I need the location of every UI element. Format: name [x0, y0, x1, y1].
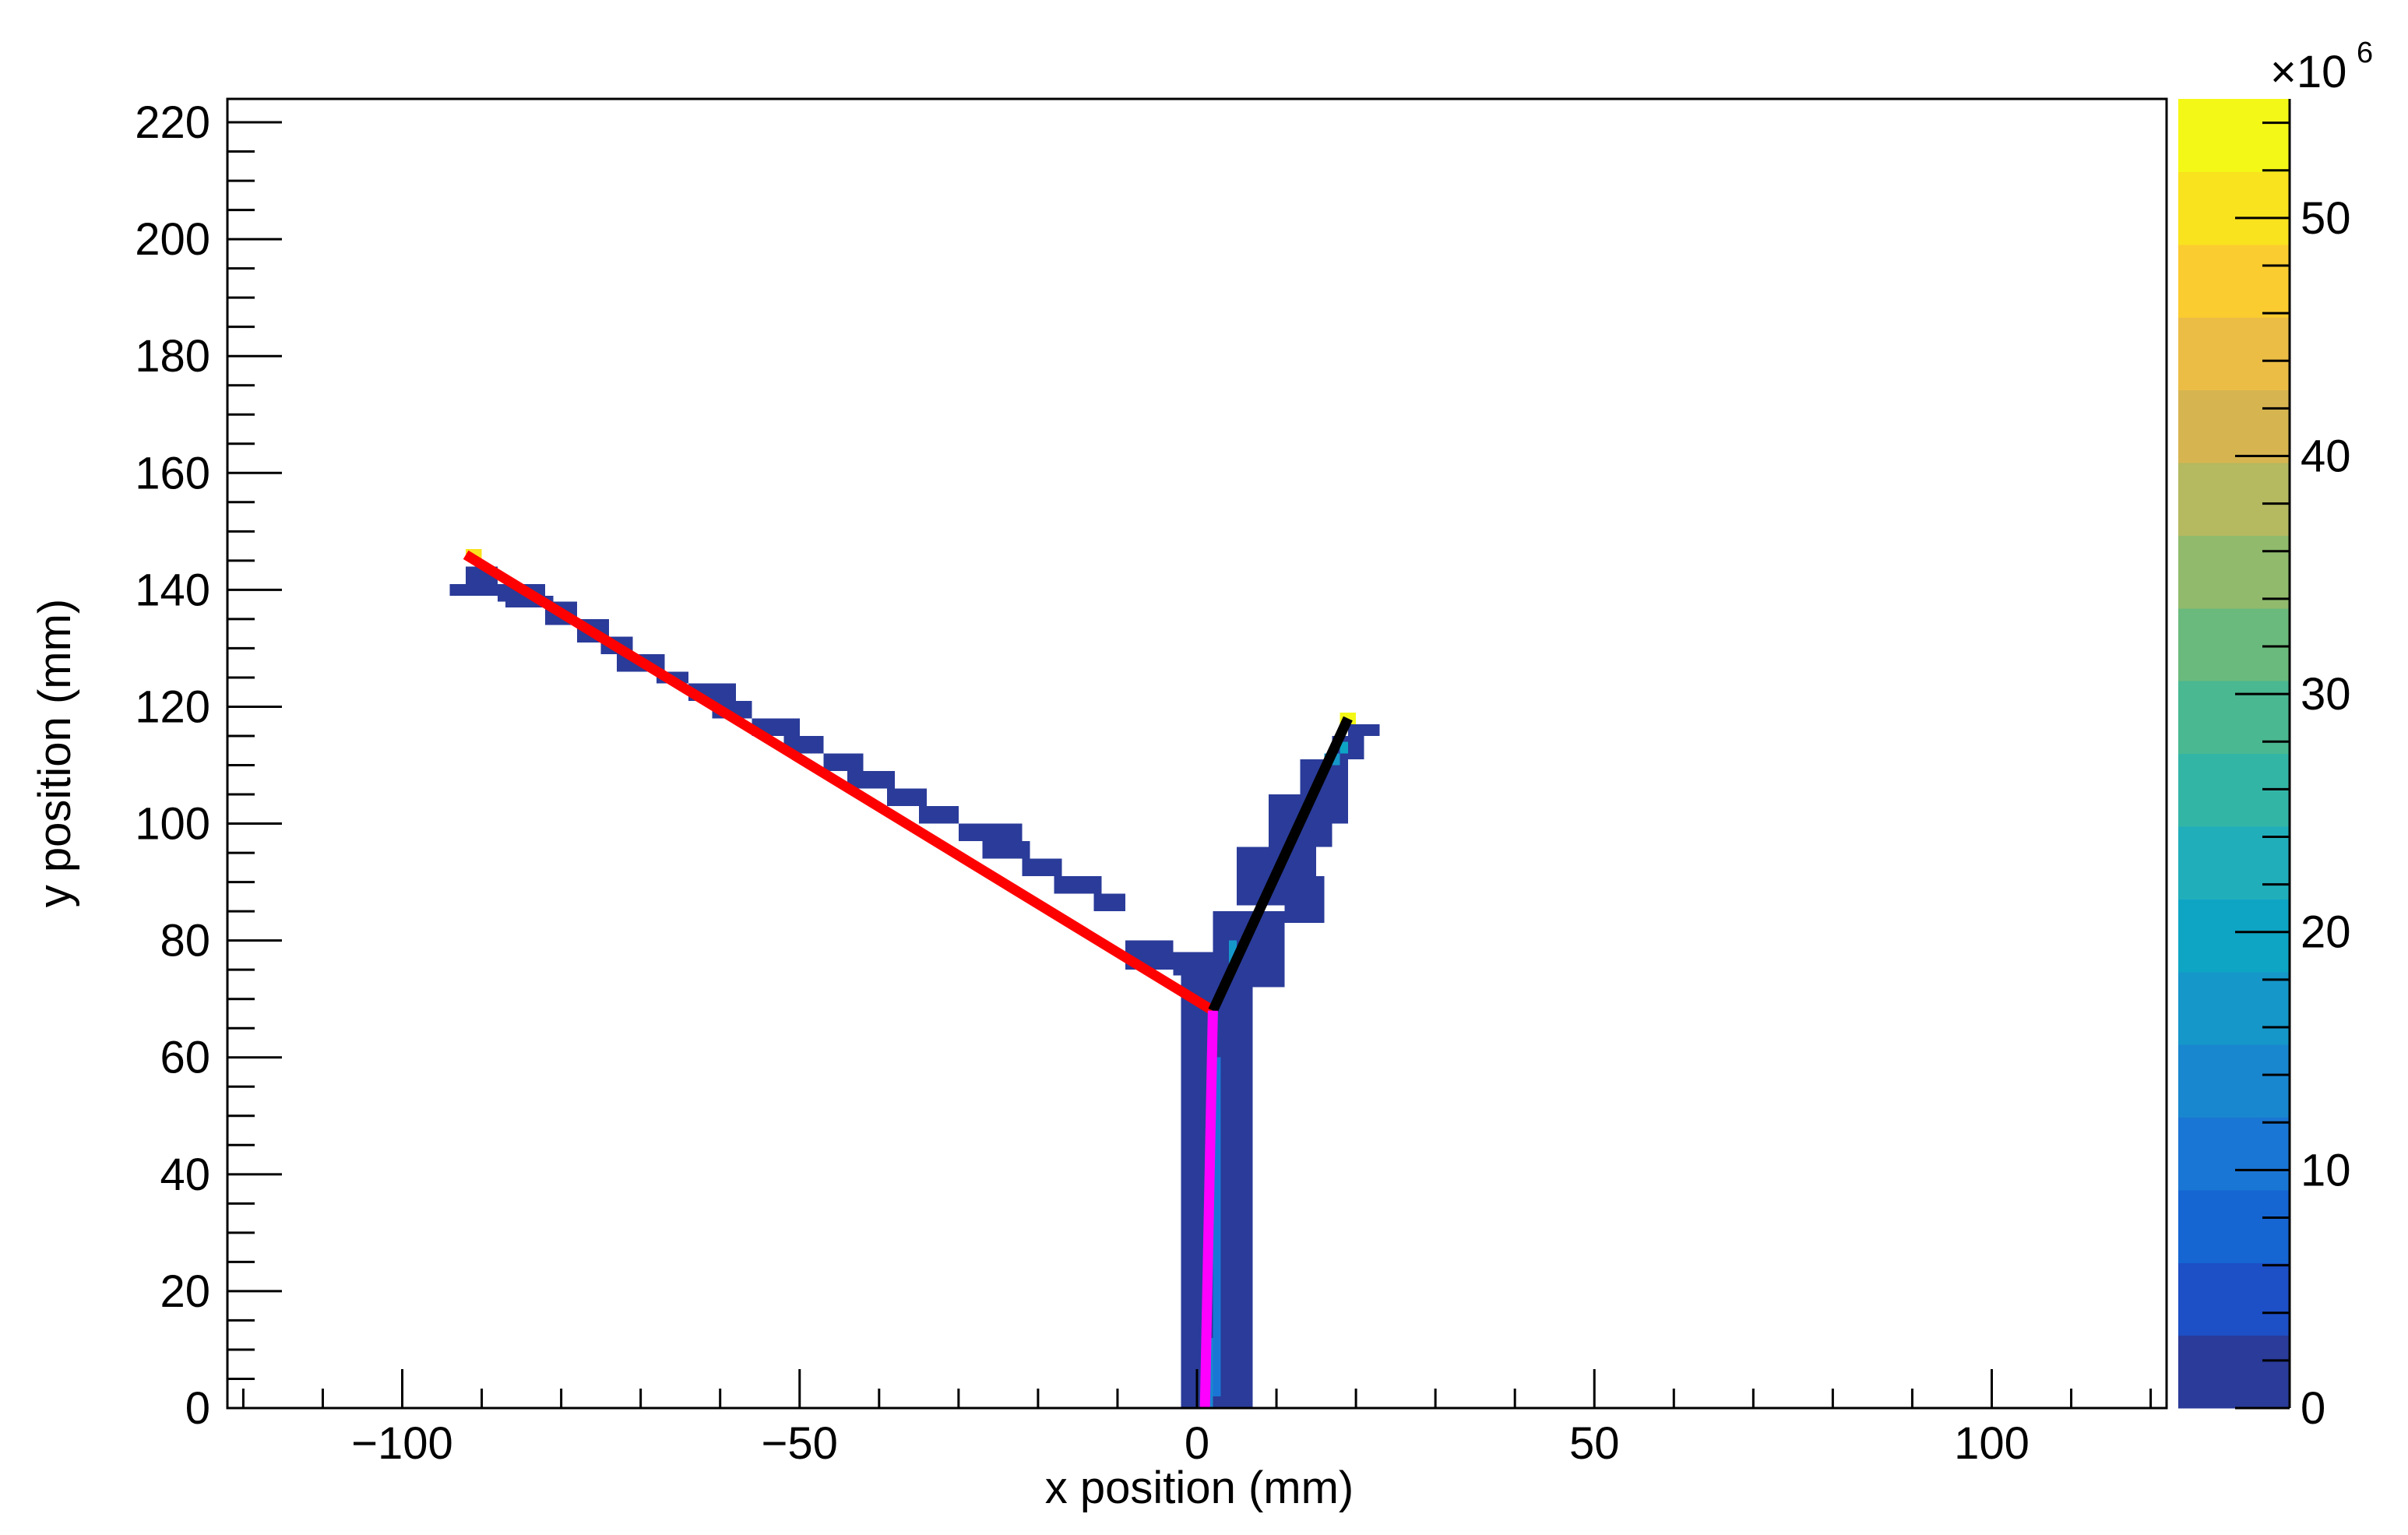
- heatmap-cell: [1284, 876, 1325, 924]
- colorbar-segment: [2178, 1189, 2290, 1263]
- track-line: [1199, 1010, 1218, 1409]
- heatmap-cell: [887, 788, 928, 807]
- heatmap-cell: [847, 771, 896, 789]
- heatmap-cell: [1347, 723, 1380, 736]
- colorbar-segment: [2178, 317, 2290, 391]
- colorbar-tick-label: 30: [2301, 669, 2351, 720]
- heatmap-cell: [982, 841, 1030, 859]
- x-tick-label: 0: [1185, 1418, 1209, 1469]
- colorbar-segment: [2178, 462, 2290, 536]
- colorbar-segment: [2178, 389, 2290, 463]
- x-tick-label: −100: [351, 1418, 453, 1469]
- colorbar-segment: [2178, 171, 2290, 245]
- colorbar-segment: [2178, 535, 2290, 609]
- y-tick-label: 200: [135, 214, 210, 265]
- heatmap-cell: [1244, 963, 1285, 988]
- colorbar-tick-label: 10: [2301, 1145, 2351, 1195]
- y-tick-label: 180: [135, 331, 210, 382]
- colorbar-exponent: 6: [2357, 37, 2373, 69]
- track-line: [463, 550, 1216, 1016]
- track-lines: [463, 550, 1353, 1409]
- x-tick-label: 100: [1954, 1418, 2030, 1469]
- colorbar-tick-label: 50: [2301, 193, 2351, 244]
- colorbar-segment: [2178, 681, 2290, 755]
- heatmap-cell: [1022, 858, 1062, 877]
- y-axis-label: y position (mm): [30, 599, 80, 907]
- y-axis: 0 20 40 60 80 100 120 140 160 180 200 220: [135, 97, 282, 1434]
- colorbar-tick-label: 0: [2301, 1383, 2325, 1434]
- colorbar-segment: [2178, 899, 2290, 973]
- colorbar: 0 10 20 30 40 50 ×10 6: [2178, 37, 2373, 1434]
- colorbar-segment: [2178, 244, 2290, 318]
- colorbar-segment: [2178, 1117, 2290, 1191]
- heatmap-cell: [823, 753, 864, 772]
- colorbar-segment: [2178, 607, 2290, 681]
- heatmap-cell: [1228, 940, 1237, 964]
- y-tick-label: 40: [160, 1149, 210, 1200]
- heatmap-cell: [918, 806, 959, 824]
- x-tick-label: −50: [762, 1418, 838, 1469]
- x-axis: −100 −50 0 50 100: [241, 1369, 2153, 1469]
- y-tick-label: 120: [135, 681, 210, 732]
- colorbar-segment: [2178, 1044, 2290, 1118]
- heatmap-cell: [1054, 876, 1102, 894]
- colorbar-segment: [2178, 99, 2290, 172]
- y-tick-label: 140: [135, 565, 210, 615]
- y-tick-label: 20: [160, 1266, 210, 1317]
- y-tick-label: 160: [135, 448, 210, 498]
- colorbar-segment: [2178, 826, 2290, 900]
- colorbar-segment: [2178, 1262, 2290, 1336]
- colorbar-multiplier: ×10: [2270, 47, 2346, 97]
- y-tick-label: 220: [135, 97, 210, 148]
- y-tick-label: 0: [185, 1383, 210, 1434]
- heatmap-cell: [958, 823, 1023, 842]
- y-tick-label: 80: [160, 916, 210, 966]
- colorbar-tick-label: 20: [2301, 907, 2351, 958]
- heatmap-cell: [1093, 893, 1126, 912]
- colorbar-segment: [2178, 971, 2290, 1045]
- colorbar-tick-label: 40: [2301, 431, 2351, 481]
- y-tick-label: 100: [135, 799, 210, 850]
- x-tick-label: 50: [1569, 1418, 1620, 1469]
- y-tick-label: 60: [160, 1033, 210, 1083]
- colorbar-segment: [2178, 1335, 2290, 1409]
- x-axis-label: x position (mm): [1045, 1463, 1354, 1513]
- track-line: [1208, 716, 1353, 1013]
- heatmap-cell: [1340, 741, 1348, 754]
- heatmap-cell: [1213, 1057, 1221, 1396]
